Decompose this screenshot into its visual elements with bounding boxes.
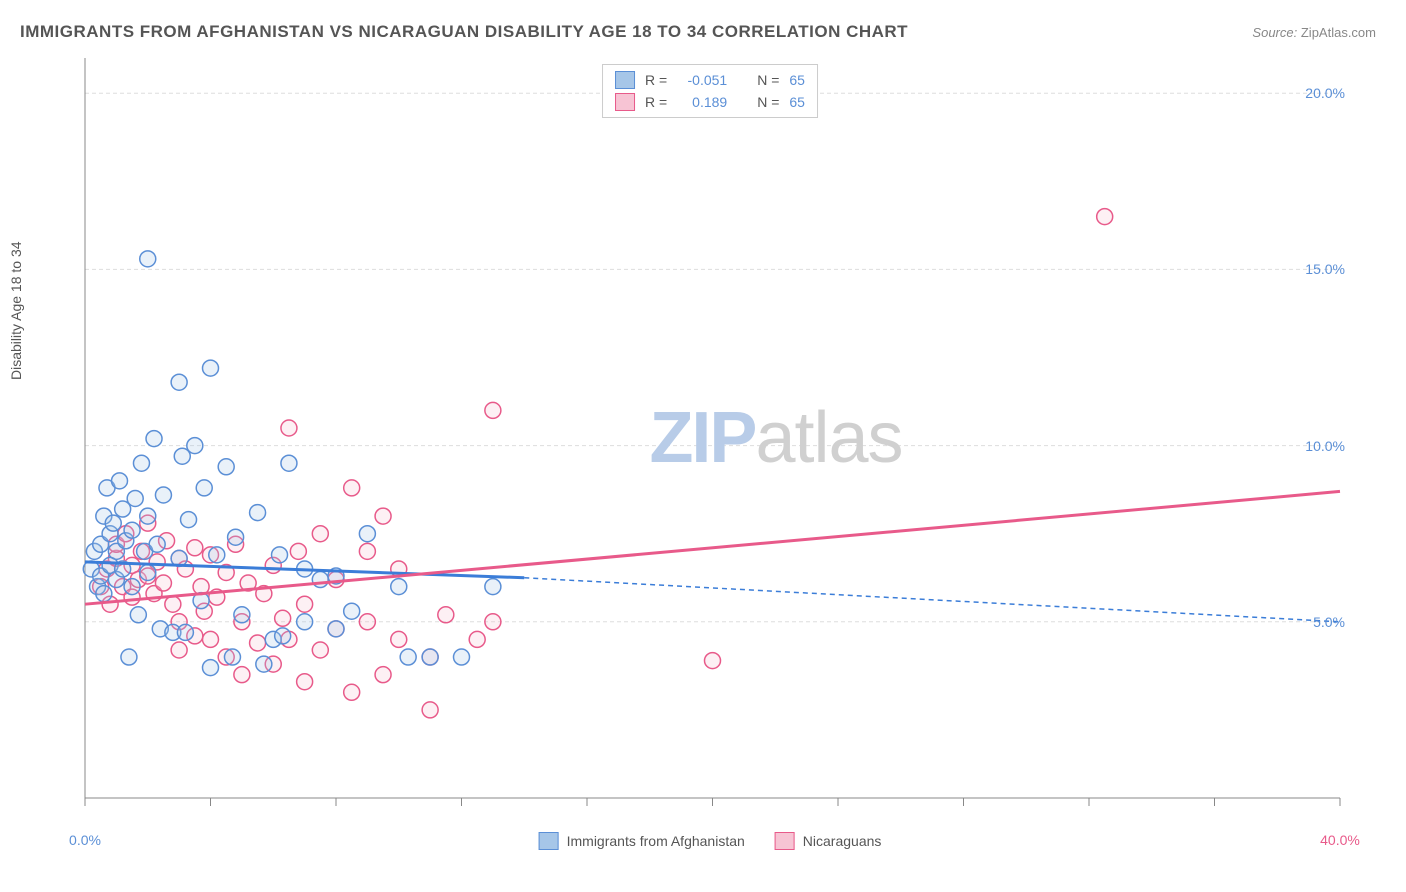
legend-series: Immigrants from Afghanistan Nicaraguans bbox=[539, 832, 882, 850]
n-value: 65 bbox=[789, 72, 805, 88]
legend-item: Nicaraguans bbox=[775, 832, 882, 850]
r-value: 0.189 bbox=[677, 94, 727, 110]
y-tick-label: 5.0% bbox=[1313, 614, 1345, 630]
source-value: ZipAtlas.com bbox=[1301, 25, 1376, 40]
legend-swatch bbox=[775, 832, 795, 850]
n-label: N = bbox=[757, 72, 779, 88]
y-tick-label: 15.0% bbox=[1305, 261, 1345, 277]
r-label: R = bbox=[645, 94, 667, 110]
legend-stats: R = -0.051 N = 65 R = 0.189 N = 65 bbox=[602, 64, 818, 118]
chart-title: IMMIGRANTS FROM AFGHANISTAN VS NICARAGUA… bbox=[20, 22, 908, 42]
legend-swatch bbox=[539, 832, 559, 850]
r-label: R = bbox=[645, 72, 667, 88]
r-value: -0.051 bbox=[677, 72, 727, 88]
n-value: 65 bbox=[789, 94, 805, 110]
source-attribution: Source: ZipAtlas.com bbox=[1252, 25, 1376, 40]
legend-stat-row: R = 0.189 N = 65 bbox=[615, 91, 805, 113]
x-tick-label: 40.0% bbox=[1320, 832, 1360, 848]
n-label: N = bbox=[757, 94, 779, 110]
legend-swatch bbox=[615, 93, 635, 111]
scatter-plot bbox=[50, 58, 1370, 838]
x-tick-label: 0.0% bbox=[69, 832, 101, 848]
y-tick-label: 10.0% bbox=[1305, 438, 1345, 454]
legend-item: Immigrants from Afghanistan bbox=[539, 832, 745, 850]
legend-label: Immigrants from Afghanistan bbox=[567, 833, 745, 849]
legend-stat-row: R = -0.051 N = 65 bbox=[615, 69, 805, 91]
legend-label: Nicaraguans bbox=[803, 833, 882, 849]
chart-container: ZIPatlas R =-0.051N =65R =0.189N =65 Imm… bbox=[50, 58, 1370, 818]
legend-swatch bbox=[615, 71, 635, 89]
y-tick-label: 20.0% bbox=[1305, 85, 1345, 101]
y-axis-label: Disability Age 18 to 34 bbox=[8, 241, 24, 380]
source-label: Source: bbox=[1252, 25, 1297, 40]
